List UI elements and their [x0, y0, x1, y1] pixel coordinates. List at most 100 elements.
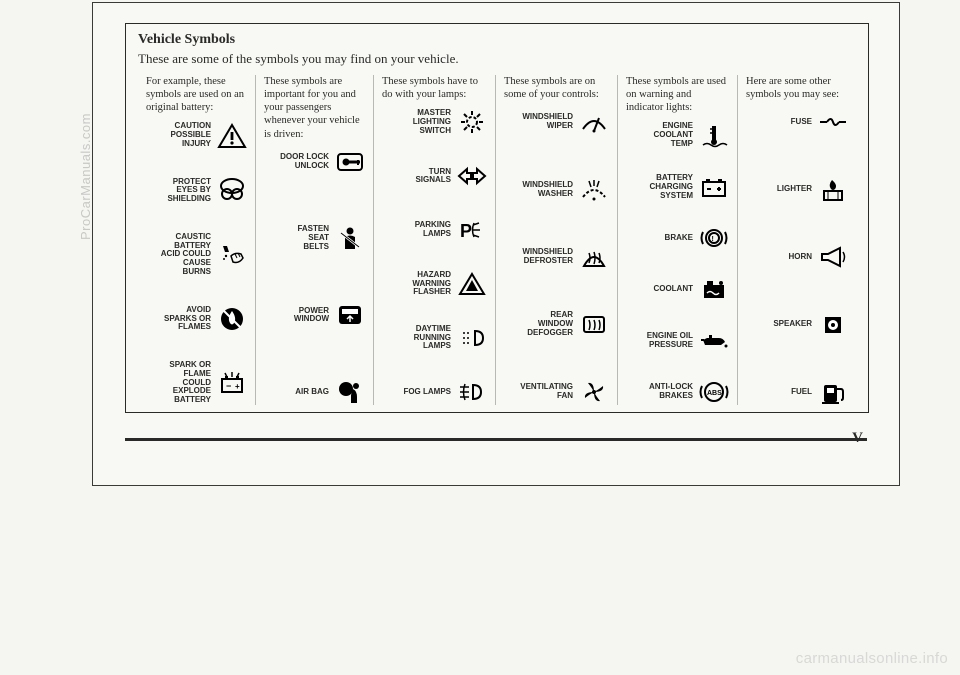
symbol-item: WINDSHIELD WASHER: [504, 177, 609, 203]
symbol-label: REAR WINDOW DEFOGGER: [527, 311, 573, 337]
parking-lamps-icon: P: [457, 217, 487, 243]
symbol-label: WINDSHIELD WIPER: [522, 113, 573, 131]
symbol-item: PROTECT EYES BY SHIELDING: [146, 178, 247, 204]
symbol-label: FASTEN SEAT BELTS: [297, 225, 329, 251]
symbol-label: PROTECT EYES BY SHIELDING: [167, 178, 211, 204]
symbol-item: HAZARD WARNING FLASHER: [382, 271, 487, 297]
page-title: Vehicle Symbols: [138, 32, 856, 48]
coolant-icon: [699, 277, 729, 303]
goggles-icon: [217, 178, 247, 204]
column-intro: These symbols are important for you and …: [264, 75, 365, 141]
symbol-label: FUEL: [791, 388, 812, 397]
defrost-front-icon: [579, 244, 609, 270]
symbol-label: CAUSTIC BATTERY ACID COULD CAUSE BURNS: [161, 233, 211, 277]
symbol-label: WINDSHIELD DEFROSTER: [522, 248, 573, 266]
symbol-item: FUSE: [746, 109, 848, 135]
battery-explode-icon: −+: [217, 370, 247, 396]
airbag-icon: [335, 379, 365, 405]
symbol-item: PARKING LAMPS P: [382, 217, 487, 243]
symbol-item: AIR BAG: [264, 379, 365, 405]
symbol-item: AVOID SPARKS OR FLAMES: [146, 306, 247, 332]
svg-text:ABS: ABS: [707, 390, 722, 397]
symbol-label: DOOR LOCK UNLOCK: [280, 153, 329, 171]
symbol-item: DAYTIME RUNNING LAMPS: [382, 325, 487, 351]
symbol-item: ANTI-LOCK BRAKES ABS: [626, 379, 729, 405]
symbol-item: COOLANT: [626, 277, 729, 303]
symbol-label: ENGINE OIL PRESSURE: [647, 332, 693, 350]
page-subtitle: These are some of the symbols you may fi…: [138, 51, 856, 67]
symbol-label: PARKING LAMPS: [415, 221, 451, 239]
fog-lamps-icon: [457, 379, 487, 405]
acid-hand-icon: [217, 242, 247, 268]
symbol-label: TURN SIGNALS: [415, 168, 451, 186]
symbol-item: WINDSHIELD DEFROSTER: [504, 244, 609, 270]
symbol-label: SPARK OR FLAME COULD EXPLODE BATTERY: [169, 361, 211, 405]
symbol-label: SPEAKER: [773, 320, 812, 329]
symbol-label: LIGHTER: [777, 185, 812, 194]
defrost-rear-icon: [579, 311, 609, 337]
battery-icon: [699, 174, 729, 200]
column-intro: These symbols are on some of your contro…: [504, 75, 609, 101]
watermark-bottom: carmanualsonline.info: [796, 650, 948, 667]
svg-text:−: −: [226, 381, 231, 391]
master-light-icon: [457, 109, 487, 135]
svg-text:!: !: [712, 236, 714, 243]
column-items: ENGINE COOLANT TEMPBATTERY CHARGING SYST…: [626, 122, 729, 405]
lighter-icon: [818, 177, 848, 203]
symbol-item: LIGHTER: [746, 177, 848, 203]
column-items: DOOR LOCK UNLOCK FASTEN SEAT BELTS POWER W…: [264, 149, 365, 405]
no-flame-icon: [217, 306, 247, 332]
symbol-item: POWER WINDOW: [264, 302, 365, 328]
wiper-icon: [579, 109, 609, 135]
horn-icon: [818, 244, 848, 270]
column-6: Here are some other symbols you may see:…: [738, 75, 856, 405]
column-4: These symbols are on some of your contro…: [496, 75, 618, 405]
speaker-icon: [818, 312, 848, 338]
symbol-label: FUSE: [791, 118, 812, 127]
column-items: MASTER LIGHTING SWITCHTURN SIGNALSPARKIN…: [382, 109, 487, 405]
page-number: V: [852, 430, 863, 447]
turn-signals-icon: [457, 163, 487, 189]
page-frame: Vehicle Symbols These are some of the sy…: [92, 2, 900, 486]
column-intro: These symbols are used on warning and in…: [626, 75, 729, 114]
column-intro: These symbols have to do with your lamps…: [382, 75, 487, 101]
column-intro: Here are some other symbols you may see:: [746, 75, 848, 101]
symbol-label: HORN: [788, 253, 812, 262]
symbol-item: FASTEN SEAT BELTS: [264, 225, 365, 251]
column-intro: For example, these symbols are used on a…: [146, 75, 247, 114]
power-window-icon: [335, 302, 365, 328]
svg-text:P: P: [460, 221, 472, 241]
column-5: These symbols are used on warning and in…: [618, 75, 738, 405]
symbol-label: CAUTION POSSIBLE INJURY: [171, 122, 211, 148]
symbol-item: REAR WINDOW DEFOGGER: [504, 311, 609, 337]
symbol-item: FOG LAMPS: [382, 379, 487, 405]
footer-rule: [125, 438, 867, 441]
symbol-label: VENTILATING FAN: [520, 383, 573, 401]
svg-text:+: +: [235, 382, 240, 391]
warning-triangle-icon: [217, 123, 247, 149]
symbol-label: ANTI-LOCK BRAKES: [649, 383, 693, 401]
door-lock-icon: [335, 149, 365, 175]
seatbelt-icon: [335, 225, 365, 251]
column-1: For example, these symbols are used on a…: [138, 75, 256, 405]
symbol-label: HAZARD WARNING FLASHER: [412, 271, 451, 297]
symbol-item: ENGINE OIL PRESSURE: [626, 328, 729, 354]
symbol-label: FOG LAMPS: [403, 388, 451, 397]
symbol-label: POWER WINDOW: [294, 307, 329, 325]
symbol-item: TURN SIGNALS: [382, 163, 487, 189]
brake-icon: !: [699, 225, 729, 251]
symbol-item: BRAKE!: [626, 225, 729, 251]
oil-icon: [699, 328, 729, 354]
hazard-icon: [457, 271, 487, 297]
drl-icon: [457, 325, 487, 351]
symbol-item: DOOR LOCK UNLOCK: [264, 149, 365, 175]
symbol-item: CAUTION POSSIBLE INJURY: [146, 122, 247, 148]
symbol-label: BRAKE: [665, 234, 693, 243]
symbol-item: CAUSTIC BATTERY ACID COULD CAUSE BURNS: [146, 233, 247, 277]
symbol-item: ENGINE COOLANT TEMP: [626, 122, 729, 148]
fuse-icon: [818, 109, 848, 135]
column-3: These symbols have to do with your lamps…: [374, 75, 496, 405]
column-2: These symbols are important for you and …: [256, 75, 374, 405]
column-items: FUSE LIGHTER HORN SPEAKER FUEL: [746, 109, 848, 405]
symbol-item: VENTILATING FAN: [504, 379, 609, 405]
